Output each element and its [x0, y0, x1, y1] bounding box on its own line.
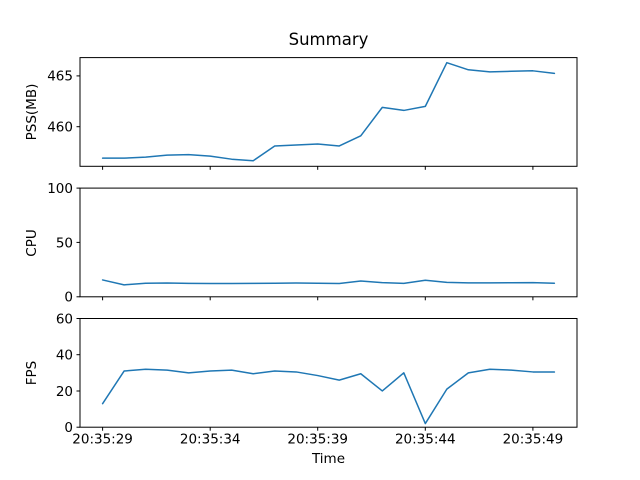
x-tick-label: 20:35:39 [287, 432, 348, 448]
x-tick-label: 20:35:44 [395, 432, 456, 448]
pss-y-tick-label: 465 [47, 69, 73, 85]
figure-title: Summary [288, 30, 369, 49]
fps-axes-box [79, 318, 578, 428]
x-tick-label: 20:35:29 [72, 432, 133, 448]
pss-y-tick-label: 460 [47, 120, 73, 136]
fps-y-tick-label: 0 [64, 420, 73, 436]
cpu-y-tick-label: 0 [64, 290, 73, 306]
fps-axis-label: FPS [24, 360, 40, 386]
cpu-axes-box [79, 187, 578, 298]
fps-y-tick-label: 60 [56, 311, 73, 327]
x-tick-label: 20:35:49 [503, 432, 564, 448]
cpu-subplot: 0 50 100 [47, 181, 578, 306]
cpu-y-tick-label: 100 [47, 181, 73, 197]
pss-series-line [101, 61, 556, 162]
fps-series-line [101, 368, 556, 425]
cpu-y-tick-label: 50 [56, 235, 73, 251]
fps-subplot: 0 20 40 60 20:35:29 20:35:34 20:35:39 20:35:44 2… [56, 311, 578, 448]
pss-axes-box [79, 57, 578, 167]
time-axis-label: Time [311, 451, 346, 467]
x-tick-label: 20:35:34 [180, 432, 241, 448]
pss-subplot: 460 465 [47, 57, 578, 170]
fps-y-tick-label: 20 [56, 384, 73, 400]
cpu-series-line [101, 279, 556, 286]
fps-y-tick-label: 40 [56, 348, 73, 364]
